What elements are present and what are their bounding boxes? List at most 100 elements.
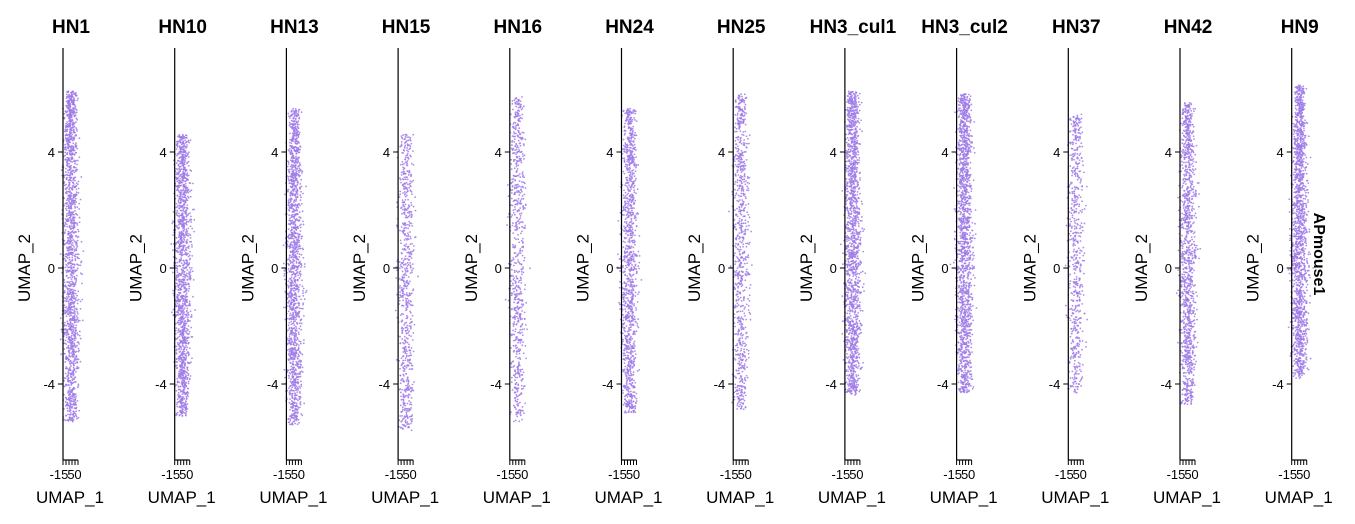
data-point: [184, 150, 187, 152]
data-point: [70, 301, 73, 304]
data-point: [75, 234, 77, 237]
data-point: [291, 183, 294, 186]
data-point: [187, 213, 190, 215]
data-point: [177, 401, 180, 403]
data-point: [401, 252, 403, 255]
data-point: [64, 154, 66, 157]
data-point: [72, 219, 75, 222]
data-point: [183, 372, 186, 375]
data-point: [179, 242, 182, 244]
data-point: [67, 309, 70, 312]
data-point: [72, 363, 75, 365]
data-point: [187, 336, 190, 339]
data-point: [411, 193, 413, 196]
data-point: [181, 320, 184, 323]
data-point: [70, 314, 73, 317]
data-point: [70, 334, 73, 337]
data-point: [294, 386, 297, 389]
data-point: [68, 306, 71, 308]
data-point: [73, 314, 76, 317]
data-point: [293, 279, 296, 282]
data-point: [69, 409, 72, 412]
data-point: [180, 368, 183, 371]
data-point: [75, 296, 77, 299]
data-point: [176, 194, 179, 197]
data-point: [287, 329, 289, 331]
data-point: [65, 324, 68, 327]
data-point: [177, 140, 180, 143]
data-point: [74, 206, 77, 209]
data-point: [70, 352, 73, 354]
data-point: [72, 305, 75, 308]
data-point: [65, 271, 68, 274]
data-point: [78, 156, 81, 159]
data-point: [73, 387, 76, 390]
data-point: [70, 266, 73, 269]
data-point: [172, 211, 175, 213]
data-point: [75, 128, 78, 131]
data-point: [298, 255, 301, 258]
data-point: [299, 247, 302, 250]
data-point: [65, 343, 67, 346]
data-point: [401, 361, 404, 364]
data-point: [189, 277, 192, 280]
data-point: [75, 188, 78, 191]
data-point: [192, 182, 194, 185]
data-point: [177, 204, 180, 207]
data-point: [66, 330, 69, 333]
data-point: [298, 241, 300, 244]
data-point: [406, 178, 409, 181]
data-point: [176, 269, 179, 272]
data-point: [70, 126, 73, 129]
data-point: [69, 131, 71, 133]
data-point: [184, 218, 187, 221]
data-point: [74, 399, 77, 401]
data-point: [175, 360, 178, 363]
data-point: [73, 263, 76, 266]
data-point: [405, 227, 408, 229]
data-point: [184, 251, 187, 254]
y-tick-label: -4: [155, 377, 167, 392]
data-point: [288, 121, 291, 124]
data-point: [289, 145, 292, 148]
data-point: [286, 165, 289, 168]
data-point: [75, 95, 77, 97]
data-point: [180, 257, 183, 259]
data-point: [71, 269, 74, 272]
data-point: [175, 352, 178, 355]
data-point: [68, 282, 71, 285]
data-point: [185, 259, 188, 262]
data-point: [81, 282, 83, 285]
data-point: [302, 290, 304, 292]
data-point: [71, 242, 74, 244]
data-point: [299, 224, 301, 227]
data-point: [69, 413, 72, 416]
data-point: [299, 284, 301, 286]
data-point: [76, 183, 79, 186]
data-point: [414, 196, 417, 199]
data-point: [295, 209, 297, 212]
data-point: [67, 234, 70, 236]
data-point: [64, 222, 67, 225]
data-point: [71, 338, 74, 341]
data-point: [70, 339, 72, 342]
data-point: [295, 260, 298, 263]
data-point: [184, 180, 187, 183]
data-point: [76, 239, 79, 242]
data-point: [179, 174, 182, 176]
data-point: [294, 383, 297, 386]
data-point: [303, 402, 306, 405]
data-point: [296, 168, 299, 171]
data-point: [185, 262, 188, 264]
data-point: [74, 166, 77, 169]
data-point: [65, 300, 68, 303]
data-point: [297, 151, 300, 154]
data-point: [185, 304, 188, 307]
data-point: [294, 411, 297, 414]
data-point: [292, 174, 294, 177]
data-point: [78, 319, 81, 322]
data-point: [71, 230, 74, 233]
data-point: [77, 298, 80, 301]
data-point: [182, 374, 185, 377]
data-point: [71, 170, 74, 172]
